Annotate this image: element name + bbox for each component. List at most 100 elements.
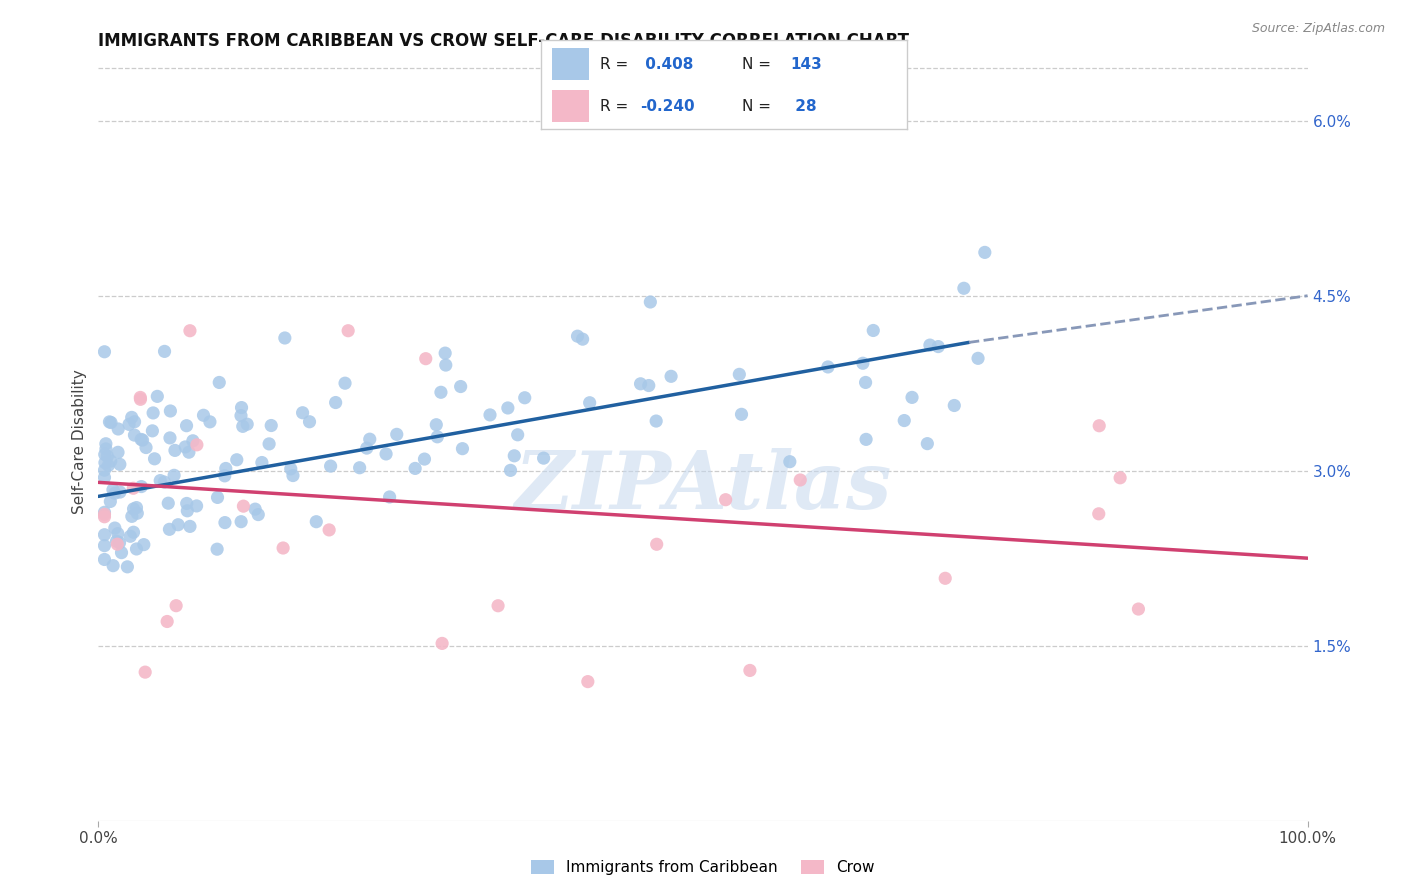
Point <box>953 281 976 295</box>
Point <box>132 538 155 552</box>
Point <box>728 368 751 382</box>
Point <box>107 422 129 436</box>
Point <box>1087 507 1109 521</box>
Point <box>927 340 949 354</box>
Point <box>533 451 555 466</box>
Point <box>93 539 115 553</box>
Legend: Immigrants from Caribbean, Crow: Immigrants from Caribbean, Crow <box>526 854 880 881</box>
Point <box>94 436 117 450</box>
Point <box>229 515 252 529</box>
Point <box>645 537 668 551</box>
Point <box>578 395 600 409</box>
Y-axis label: Self-Care Disability: Self-Care Disability <box>72 369 87 514</box>
Point <box>1088 418 1111 433</box>
Point <box>817 359 839 374</box>
Point <box>179 324 201 338</box>
Point <box>101 483 124 497</box>
Point <box>163 468 186 483</box>
Point <box>186 499 208 513</box>
Point <box>918 338 941 352</box>
Point <box>156 615 179 629</box>
Point <box>425 417 447 432</box>
Point <box>236 417 259 432</box>
Point <box>205 542 228 557</box>
Point <box>243 502 266 516</box>
Point <box>100 454 122 468</box>
Point <box>122 525 145 540</box>
Point <box>122 481 145 495</box>
Point <box>124 428 146 442</box>
Point <box>378 490 401 504</box>
Point <box>640 295 662 310</box>
Point <box>93 527 115 541</box>
Point <box>274 331 297 345</box>
Point <box>174 440 197 454</box>
Point <box>153 344 176 359</box>
Point <box>176 418 198 433</box>
Point <box>176 504 198 518</box>
Point <box>319 459 342 474</box>
Text: 0.408: 0.408 <box>640 57 693 71</box>
Point <box>855 376 877 390</box>
Text: R =: R = <box>600 99 633 113</box>
Point <box>93 470 115 484</box>
Point <box>97 458 120 473</box>
Point <box>973 245 995 260</box>
Point <box>110 546 132 560</box>
Point <box>149 474 172 488</box>
Point <box>143 451 166 466</box>
Point <box>862 323 884 337</box>
Text: N =: N = <box>742 99 776 113</box>
Point <box>855 433 877 447</box>
Point <box>94 456 117 470</box>
Point <box>231 401 253 415</box>
Point <box>193 409 215 423</box>
Point <box>186 438 208 452</box>
Point <box>108 458 131 472</box>
Point <box>479 408 502 422</box>
Point <box>179 519 201 533</box>
Point <box>181 434 204 448</box>
Point <box>208 376 231 390</box>
Point <box>122 501 145 516</box>
Point <box>271 541 294 555</box>
Point <box>163 443 186 458</box>
Point <box>215 461 238 475</box>
Text: R =: R = <box>600 57 633 71</box>
Point <box>100 416 122 430</box>
Point <box>225 452 247 467</box>
Point <box>404 461 426 475</box>
Point <box>359 432 381 446</box>
Point <box>125 541 148 556</box>
Point <box>124 415 146 429</box>
Point <box>1109 471 1132 485</box>
Point <box>714 492 737 507</box>
Point <box>131 433 153 447</box>
Point <box>157 496 180 510</box>
Text: IMMIGRANTS FROM CARIBBEAN VS CROW SELF-CARE DISABILITY CORRELATION CHART: IMMIGRANTS FROM CARIBBEAN VS CROW SELF-C… <box>98 32 910 50</box>
Point <box>434 346 457 360</box>
Point <box>430 385 453 400</box>
Point <box>129 392 152 407</box>
Point <box>318 523 340 537</box>
Point <box>96 449 118 463</box>
Point <box>503 449 526 463</box>
Point <box>135 441 157 455</box>
Point <box>943 399 966 413</box>
Point <box>159 522 181 536</box>
Point <box>486 599 509 613</box>
Point <box>94 447 117 461</box>
Point <box>506 427 529 442</box>
Point <box>107 445 129 459</box>
Point <box>198 415 221 429</box>
Point <box>121 410 143 425</box>
Point <box>93 508 115 522</box>
Point <box>356 441 378 455</box>
Point <box>101 558 124 573</box>
Text: N =: N = <box>742 57 776 71</box>
Point <box>104 521 127 535</box>
Point <box>496 401 519 415</box>
Point <box>257 437 280 451</box>
Point <box>104 486 127 500</box>
Point <box>250 456 273 470</box>
